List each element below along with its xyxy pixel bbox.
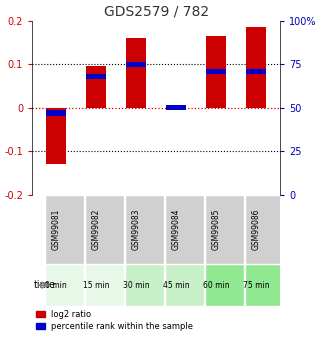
- FancyBboxPatch shape: [85, 264, 124, 306]
- Legend: log2 ratio, percentile rank within the sample: log2 ratio, percentile rank within the s…: [36, 310, 193, 331]
- FancyBboxPatch shape: [126, 195, 164, 264]
- FancyBboxPatch shape: [205, 264, 244, 306]
- Text: GSM99086: GSM99086: [252, 209, 261, 250]
- Title: GDS2579 / 782: GDS2579 / 782: [104, 4, 209, 18]
- FancyBboxPatch shape: [246, 264, 284, 306]
- Text: GSM99081: GSM99081: [52, 209, 61, 250]
- Bar: [246, 27, 266, 108]
- Bar: [46, 110, 66, 116]
- Bar: [246, 69, 266, 74]
- FancyBboxPatch shape: [205, 195, 244, 264]
- Text: 45 min: 45 min: [163, 281, 189, 290]
- FancyBboxPatch shape: [165, 264, 204, 306]
- FancyBboxPatch shape: [45, 195, 84, 264]
- FancyBboxPatch shape: [246, 195, 284, 264]
- Text: GSM99083: GSM99083: [132, 209, 141, 250]
- Text: 30 min: 30 min: [123, 281, 150, 290]
- Text: 0 min: 0 min: [45, 281, 67, 290]
- Text: 75 min: 75 min: [243, 281, 270, 290]
- Text: 15 min: 15 min: [83, 281, 109, 290]
- Bar: [166, 105, 186, 110]
- Bar: [206, 36, 226, 108]
- FancyBboxPatch shape: [85, 195, 124, 264]
- FancyBboxPatch shape: [165, 195, 204, 264]
- FancyBboxPatch shape: [126, 264, 164, 306]
- Bar: [86, 74, 106, 79]
- Bar: [46, 108, 66, 164]
- Bar: [126, 38, 146, 108]
- Text: GSM99082: GSM99082: [91, 209, 100, 250]
- Bar: [86, 66, 106, 108]
- Text: time: time: [34, 280, 56, 290]
- Text: GSM99085: GSM99085: [212, 209, 221, 250]
- Bar: [206, 69, 226, 74]
- FancyBboxPatch shape: [45, 264, 84, 306]
- Bar: [166, 107, 186, 108]
- Text: GSM99084: GSM99084: [172, 209, 181, 250]
- Text: 60 min: 60 min: [203, 281, 230, 290]
- Bar: [126, 62, 146, 67]
